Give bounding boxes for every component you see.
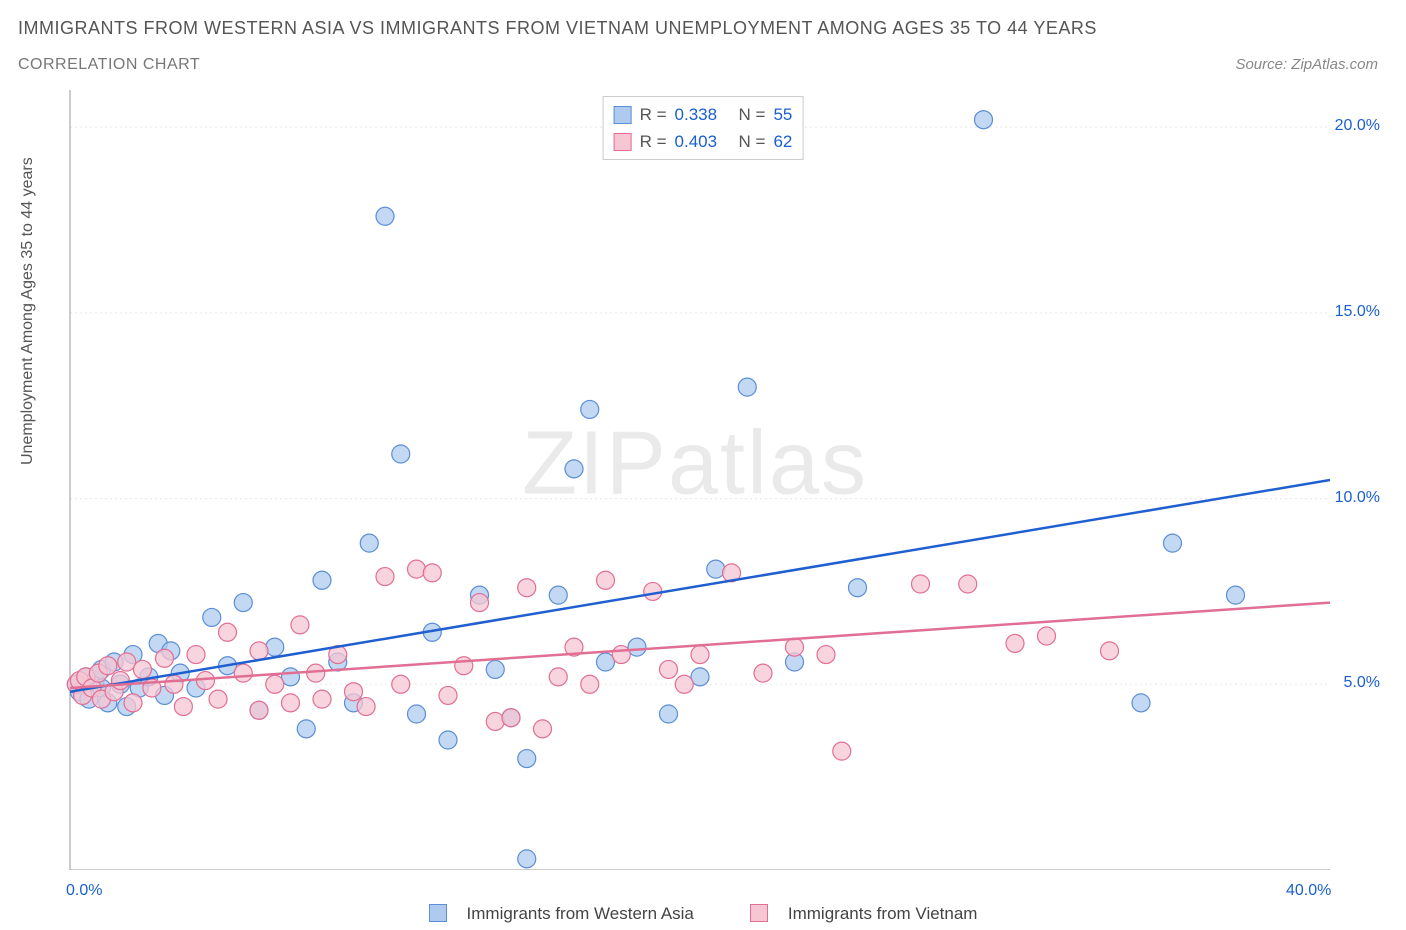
x-axis-max-label: 40.0% (1286, 882, 1331, 900)
stats-legend-box: R =0.338N =55R =0.403N =62 (603, 96, 804, 160)
series-swatch (614, 106, 632, 124)
y-tick-label: 10.0% (1335, 489, 1380, 507)
stats-row: R =0.403N =62 (614, 128, 793, 155)
y-tick-label: 20.0% (1335, 117, 1380, 135)
scatter-plot (60, 90, 1330, 870)
y-tick-label: 5.0% (1344, 674, 1380, 692)
legend-label: Immigrants from Western Asia (467, 904, 694, 923)
legend-item: Immigrants from Western Asia (415, 904, 708, 923)
legend-item: Immigrants from Vietnam (736, 904, 992, 923)
chart-subtitle: CORRELATION CHART (18, 56, 200, 74)
y-axis-label: Unemployment Among Ages 35 to 44 years (19, 157, 37, 465)
stats-row: R =0.338N =55 (614, 101, 793, 128)
series-swatch (614, 133, 632, 151)
bottom-legend: Immigrants from Western Asia Immigrants f… (0, 904, 1406, 924)
source-attribution: Source: ZipAtlas.com (1235, 56, 1378, 73)
legend-label: Immigrants from Vietnam (788, 904, 978, 923)
series-swatch (750, 904, 768, 922)
series-swatch (429, 904, 447, 922)
chart-area: ZIPatlas 0.0% 40.0% (60, 90, 1330, 870)
y-tick-label: 15.0% (1335, 303, 1380, 321)
x-axis-min-label: 0.0% (66, 882, 102, 900)
chart-title: IMMIGRANTS FROM WESTERN ASIA VS IMMIGRAN… (18, 18, 1097, 39)
